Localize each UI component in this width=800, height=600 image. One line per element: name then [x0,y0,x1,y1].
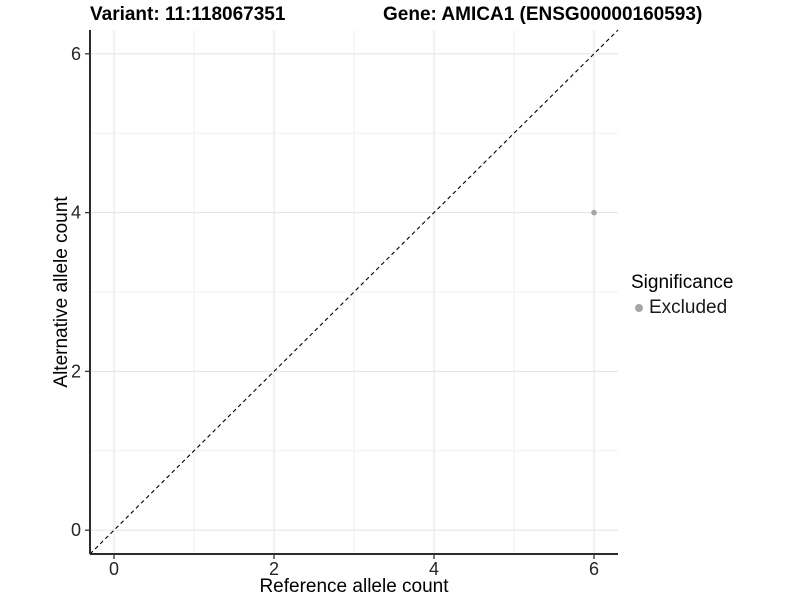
identity-reference-line [89,29,619,555]
x-tick-label: 4 [429,559,439,579]
excluded-point-marker-icon [635,304,643,312]
x-tick-label: 2 [269,559,279,579]
legend-item-excluded: Excluded [631,297,733,319]
legend-title: Significance [631,272,734,293]
y-tick-label: 6 [71,44,81,64]
y-tick-label: 2 [71,361,81,381]
legend-item-label: Excluded [649,297,728,318]
y-axis-title: Alternative allele count [51,196,72,388]
y-tick-label: 4 [71,203,81,223]
x-tick-label: 0 [109,559,119,579]
gene-title: Gene: AMICA1 (ENSG00000160593) [383,4,703,25]
x-axis-title: Reference allele count [259,576,449,597]
legend: Significance Excluded [631,272,733,319]
x-tick-label: 6 [589,559,599,579]
y-tick-label: 0 [71,520,81,540]
data-point [591,209,597,216]
variant-title: Variant: 11:118067351 [90,4,286,25]
